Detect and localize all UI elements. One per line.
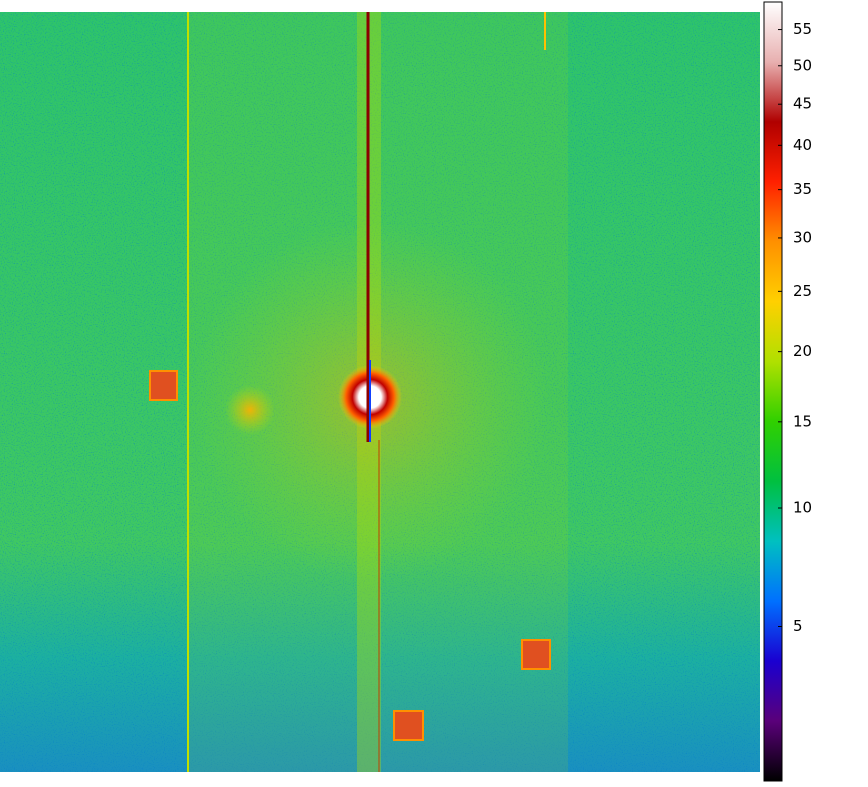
colorbar-tick-label: 10 — [793, 499, 812, 517]
colorbar-tick-label: 20 — [793, 342, 812, 360]
colorbar-tick-label: 35 — [793, 180, 812, 198]
colorbar-tick-label: 30 — [793, 228, 812, 246]
colorbar: 5 10 15 20 25 30 35 40 45 50 55 — [763, 1, 812, 782]
image — [0, 12, 760, 772]
colorbar-tick-label: 40 — [793, 136, 812, 154]
colorbar-fill — [763, 1, 783, 782]
colorbar-tick-label: 55 — [793, 20, 812, 38]
colorbar-tick-label: 25 — [793, 282, 812, 300]
colorbar-tick-label: 5 — [793, 617, 803, 635]
colorbar-tick-label: 45 — [793, 95, 812, 113]
colorbar-tick-label: 15 — [793, 412, 812, 430]
colorbar-tick-label: 50 — [793, 56, 812, 74]
